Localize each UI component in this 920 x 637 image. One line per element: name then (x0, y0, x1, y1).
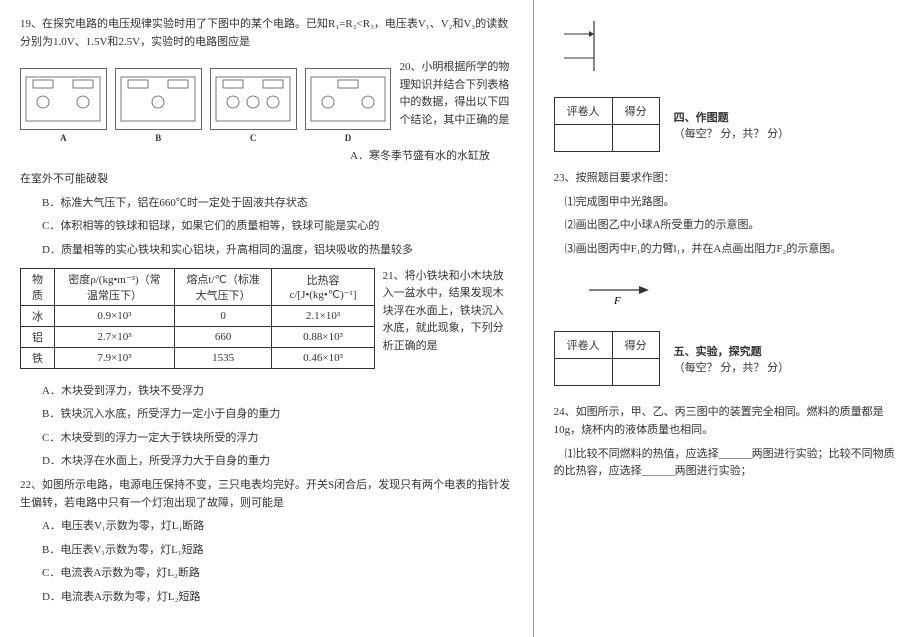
q22-opt-d: D．电流表A示数为零，灯L₂短路 (42, 589, 513, 607)
blank-cell (612, 125, 659, 152)
cell: 冰 (21, 305, 55, 326)
blank-cell (554, 125, 612, 152)
circuit-d: D (305, 68, 392, 130)
section-5-sub: （每空？ 分，共？ 分） (674, 359, 790, 375)
q21-opt-a: A．木块受到浮力，铁块不受浮力 (42, 383, 513, 401)
cell: 0 (174, 305, 272, 326)
circuit-b-label: B (155, 133, 161, 143)
circuit-b: B (115, 68, 202, 130)
circuit-c: C (210, 68, 297, 130)
circuit-a: A (20, 68, 107, 130)
q24-1: ⑴比较不同燃料的热值，应选择______两图进行实验；比较不同物质的比热容，应选… (554, 446, 900, 481)
q22-text: 22、如图所示电路，电源电压保持不变，三只电表均完好。开关S闭合后，发现只有两个… (20, 477, 513, 512)
circuit-diagrams: A B C D 20、小明根据所学的物理知识并结合下列表格中的数据，得出以下四个… (20, 59, 513, 129)
cell: 7.9×10³ (55, 347, 175, 368)
th-density: 密度ρ/(kg•m⁻³)（常温常压下） (55, 268, 175, 305)
q20-opt-d: D．质量相等的实心铁块和实心铝块，升高相同的温度，铝块吸收的热量较多 (42, 242, 513, 260)
cell: 660 (174, 326, 272, 347)
q21-side-text: 21、将小铁块和小木块放入一盆水中，结果发现木块浮在水面上，铁块沉入水底，就此现… (383, 268, 513, 356)
svg-text:F: F (613, 295, 621, 307)
q20-side-text: 20、小明根据所学的物理知识并结合下列表格中的数据，得出以下四个结论，其中正确的… (399, 59, 512, 129)
th-melting: 熔点t/℃（标准大气压下） (174, 268, 272, 305)
circuit-c-label: C (250, 133, 257, 143)
q21-opt-c: C．木块受到的浮力一定大于铁块所受的浮力 (42, 430, 513, 448)
blank-cell (612, 359, 659, 386)
section-5-title: 五、实验，探究题 (674, 343, 790, 359)
q20-opt-b: B．标准大气压下，铝在660℃时一定处于固液共存状态 (42, 195, 513, 213)
q20-opt-a-cont: 在室外不可能破裂 (20, 171, 513, 189)
blank-cell (554, 359, 612, 386)
q24-text: 24、如图所示，甲、乙、丙三图中的装置完全相同。燃料的质量都是10g，烧杯内的液… (554, 404, 900, 439)
score-score: 得分 (612, 332, 659, 359)
th-substance: 物质 (21, 268, 55, 305)
q20-opt-c: C．体积相等的铁球和铝球，如果它们的质量相等，铁球可能是实心的 (42, 218, 513, 236)
score-box-4: 评卷人 得分 (554, 97, 660, 152)
q23-1: ⑴完成图甲中光路图。 (554, 194, 900, 212)
force-diagram: F (584, 278, 900, 311)
q23-2: ⑵画出图乙中小球A所受重力的示意图。 (554, 217, 900, 235)
q22-opt-b: B．电压表V₁示数为零，灯L₁短路 (42, 542, 513, 560)
cell: 2.1×10³ (272, 305, 374, 326)
q20-opt-a-pre: A．寒冬季节盛有水的水缸放 (20, 148, 513, 166)
optics-diagram (554, 16, 900, 79)
circuit-d-label: D (345, 133, 352, 143)
cell: 铁 (21, 347, 55, 368)
section-4-sub: （每空？ 分，共？ 分） (674, 125, 790, 141)
cell: 铝 (21, 326, 55, 347)
cell: 0.46×10³ (272, 347, 374, 368)
score-score: 得分 (612, 98, 659, 125)
cell: 1535 (174, 347, 272, 368)
q23-3: ⑶画出图丙中F₁的力臂l₁，并在A点画出阻力F₂的示意图。 (554, 241, 900, 259)
q21-opt-d: D．木块浮在水面上，所受浮力大于自身的重力 (42, 453, 513, 471)
section-4-title: 四、作图题 (674, 109, 790, 125)
q22-opt-c: C．电流表A示数为零，灯L₂断路 (42, 565, 513, 583)
q22-opt-a: A．电压表V₁示数为零，灯L₁断路 (42, 518, 513, 536)
cell: 0.9×10³ (55, 305, 175, 326)
cell: 0.88×10³ (272, 326, 374, 347)
material-properties-table: 物质 密度ρ/(kg•m⁻³)（常温常压下） 熔点t/℃（标准大气压下） 比热容… (20, 268, 375, 369)
score-grader: 评卷人 (554, 332, 612, 359)
th-heat: 比热容c/[J•(kg•℃)⁻¹] (272, 268, 374, 305)
score-grader: 评卷人 (554, 98, 612, 125)
q21-opt-b: B．铁块沉入水底，所受浮力一定小于自身的重力 (42, 406, 513, 424)
score-box-5: 评卷人 得分 (554, 331, 660, 386)
q23-text: 23、按照题目要求作图： (554, 170, 900, 188)
circuit-a-label: A (60, 133, 67, 143)
q19-text: 19、在探究电路的电压规律实验时用了下图中的某个电路。已知R₁=R₂<R₃，电压… (20, 16, 513, 51)
cell: 2.7×10³ (55, 326, 175, 347)
